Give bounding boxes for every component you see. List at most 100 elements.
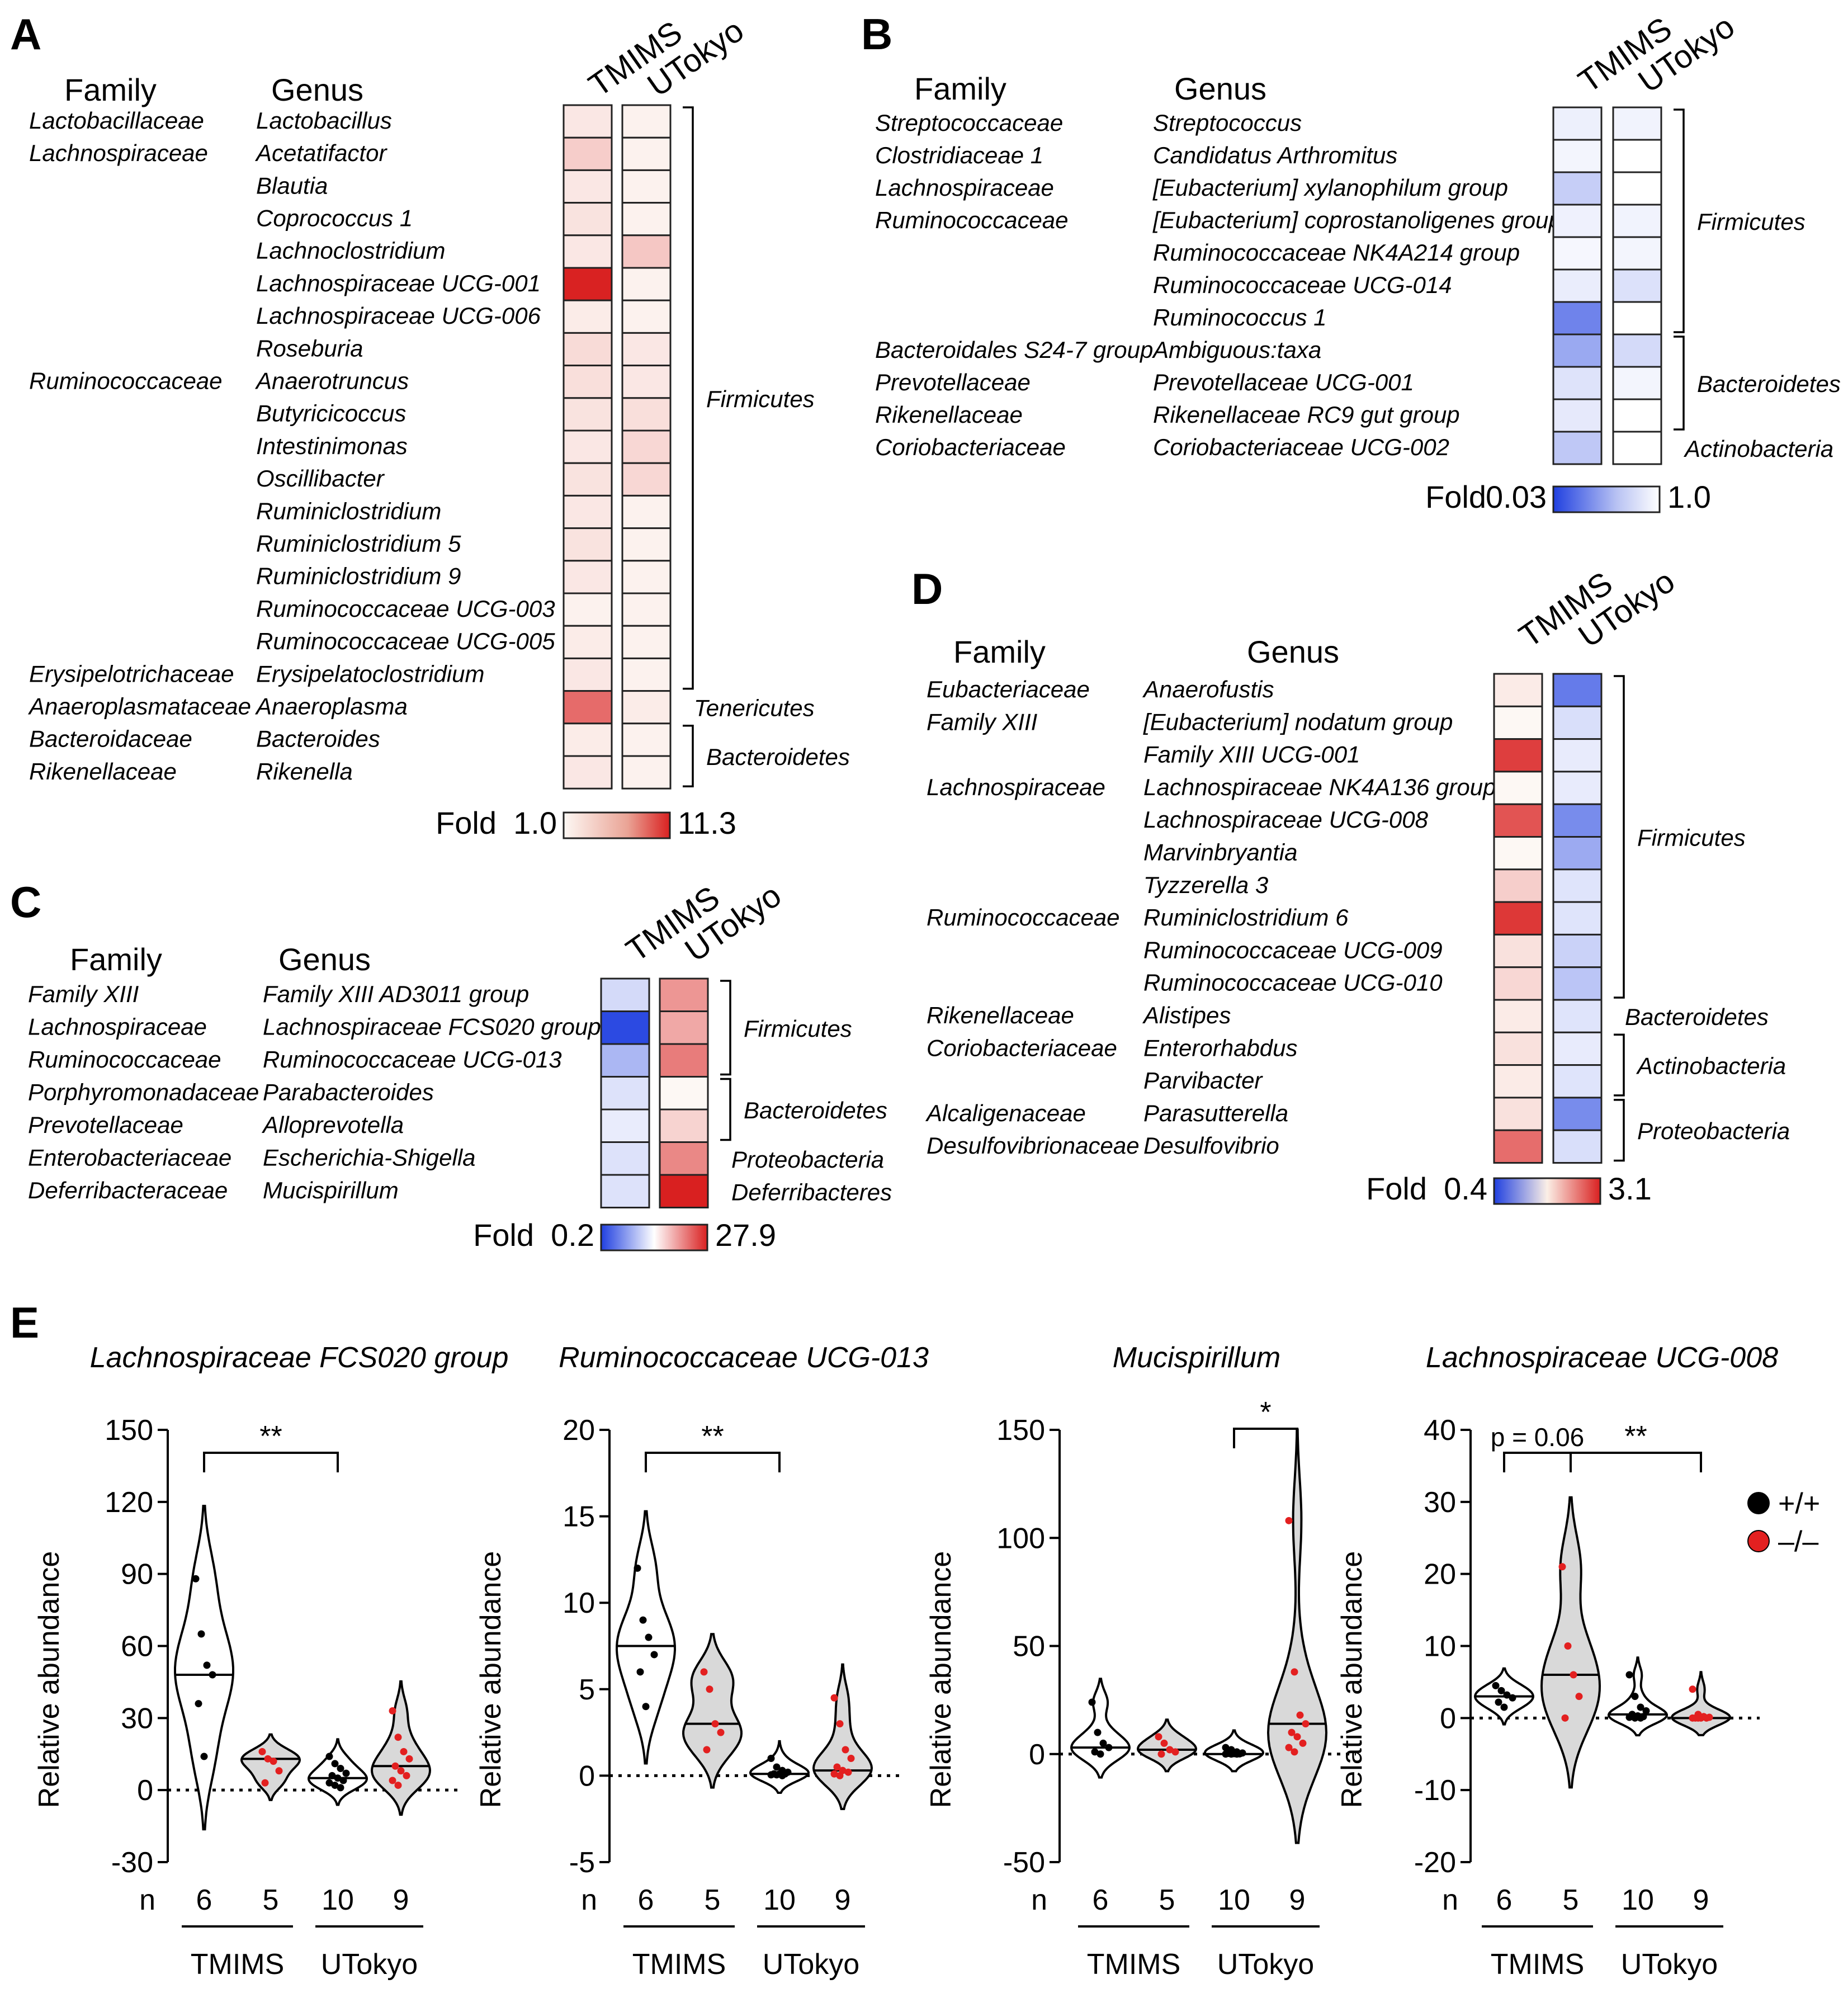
data-point xyxy=(1299,1739,1307,1747)
family-label: Streptococcaceae xyxy=(875,110,1063,136)
legend-fold-label: Fold xyxy=(1366,1171,1427,1206)
genus-label: Anaerofustis xyxy=(1142,676,1274,702)
genus-label: Alistipes xyxy=(1142,1002,1231,1028)
heatmap-cell xyxy=(621,234,672,269)
data-point xyxy=(1288,1728,1296,1736)
family-label: Rikenellaceae xyxy=(927,1002,1074,1028)
heatmap-cell xyxy=(563,397,613,432)
data-point xyxy=(1091,1748,1099,1756)
data-point xyxy=(203,1661,211,1669)
y-tick-label: 20 xyxy=(563,1414,595,1447)
heatmap-cell xyxy=(1493,901,1543,936)
data-point xyxy=(1233,1750,1241,1758)
y-axis-label: Relative abundance xyxy=(1336,1551,1368,1808)
heatmap-cell xyxy=(563,494,613,530)
heatmap-cell xyxy=(621,625,672,659)
family-label: Bacteroidales S24-7 group xyxy=(875,337,1153,363)
data-point xyxy=(1285,1517,1293,1524)
genus-label: Ambiguous:taxa xyxy=(1151,337,1321,363)
heatmap-cell xyxy=(563,234,613,269)
y-tick-label: 10 xyxy=(1424,1631,1456,1663)
violin-chart-3: Mucispirillum -50 0 50 100 150 Relative abunda… xyxy=(925,1342,1356,1981)
family-label: Enterobacteriaceae xyxy=(28,1145,231,1171)
heatmap-cell xyxy=(1552,1064,1603,1099)
family-label: Prevotellaceae xyxy=(28,1112,183,1138)
heatmap-cell xyxy=(563,104,613,139)
data-point xyxy=(767,1771,775,1779)
heatmap-cell xyxy=(1493,868,1543,903)
family-label: Rikenellaceae xyxy=(875,402,1023,428)
y-tick-label: 120 xyxy=(105,1486,153,1519)
genus-label: Acetatifactor xyxy=(254,140,387,166)
n-value: 5 xyxy=(1563,1884,1579,1916)
heatmap-cell xyxy=(563,202,613,237)
legend-min: 1.0 xyxy=(513,805,557,840)
data-point xyxy=(642,1703,650,1711)
genus-header: Genus xyxy=(1174,71,1266,106)
data-point xyxy=(1637,1703,1644,1711)
data-point xyxy=(325,1779,333,1787)
y-tick-label: -5 xyxy=(569,1846,595,1879)
significance-label: ** xyxy=(259,1420,282,1453)
y-tick-label: 20 xyxy=(1424,1558,1456,1591)
data-point xyxy=(1497,1687,1505,1694)
genus-label: Parabacteroides xyxy=(263,1079,434,1106)
heatmap-cell xyxy=(1552,673,1603,707)
violin-3 xyxy=(370,1680,432,1816)
heatmap-cell xyxy=(1552,966,1603,1001)
violin-0 xyxy=(174,1505,234,1831)
genus-label: Escherichia-Shigella xyxy=(263,1145,476,1171)
n-value: 9 xyxy=(1289,1884,1306,1916)
phylum-label: Firmicutes xyxy=(706,386,815,412)
genus-label: Lachnospiraceae UCG-008 xyxy=(1143,806,1429,833)
family-label: Desulfovibrionaceae xyxy=(927,1132,1140,1159)
heatmap-cell xyxy=(1552,139,1603,173)
cohort-label: TMIMS xyxy=(632,1948,726,1981)
heatmap-cell xyxy=(1493,771,1543,805)
data-point xyxy=(1703,1714,1710,1722)
family-label: Ruminococcaceae xyxy=(927,904,1120,930)
heatmap-cell xyxy=(621,657,672,692)
heatmap-cell xyxy=(600,1141,650,1176)
family-label: Alcaligenaceae xyxy=(925,1100,1086,1126)
heatmap-cell xyxy=(1612,106,1662,141)
y-tick-label: 15 xyxy=(563,1501,595,1533)
heatmap-cell xyxy=(1612,204,1662,238)
phylum-label: Proteobacteria xyxy=(731,1146,884,1173)
heatmap-cell xyxy=(1493,705,1543,740)
genus-label: Ruminococcaceae UCG-010 xyxy=(1143,970,1443,996)
genus-label: Parasutterella xyxy=(1143,1100,1288,1126)
heatmap-cell xyxy=(621,397,672,432)
y-tick-label: 100 xyxy=(996,1522,1045,1555)
violin-2 xyxy=(307,1738,368,1806)
violin-chart-4: Lachnospiraceae UCG-008 -20 -10 0 10 20 30 40 Re… xyxy=(1336,1342,1778,1981)
violin-1 xyxy=(1540,1496,1601,1789)
significance-label: * xyxy=(1260,1396,1271,1429)
heatmap-cell xyxy=(1552,999,1603,1033)
data-point xyxy=(331,1782,339,1789)
family-header: Family xyxy=(914,71,1006,106)
genus-label: Ruminiclostridium 6 xyxy=(1143,904,1349,930)
family-label: Lachnospiraceae xyxy=(29,140,208,166)
cohort-label: UTokyo xyxy=(321,1948,418,1981)
data-point xyxy=(192,1575,200,1583)
heatmap-cell xyxy=(600,977,650,1012)
violin-3 xyxy=(812,1663,873,1810)
heatmap-cell xyxy=(1552,868,1603,903)
heatmap-cell xyxy=(621,104,672,139)
family-header: Family xyxy=(64,72,157,107)
y-tick-label: 0 xyxy=(137,1774,153,1807)
legend-max: 3.1 xyxy=(1608,1171,1652,1206)
y-tick-label: 90 xyxy=(121,1558,153,1591)
phylum-label: Actinobacteria xyxy=(1636,1053,1786,1079)
data-point xyxy=(1631,1693,1639,1701)
panel-letter: D xyxy=(911,564,943,613)
significance-label: ** xyxy=(1624,1420,1647,1453)
n-value: 10 xyxy=(1622,1884,1654,1916)
genus-label: Intestinimonas xyxy=(256,433,408,459)
y-tick-label: 50 xyxy=(1013,1631,1045,1663)
data-point xyxy=(634,1564,641,1572)
data-point xyxy=(1302,1720,1310,1728)
heatmap-cell xyxy=(563,657,613,692)
